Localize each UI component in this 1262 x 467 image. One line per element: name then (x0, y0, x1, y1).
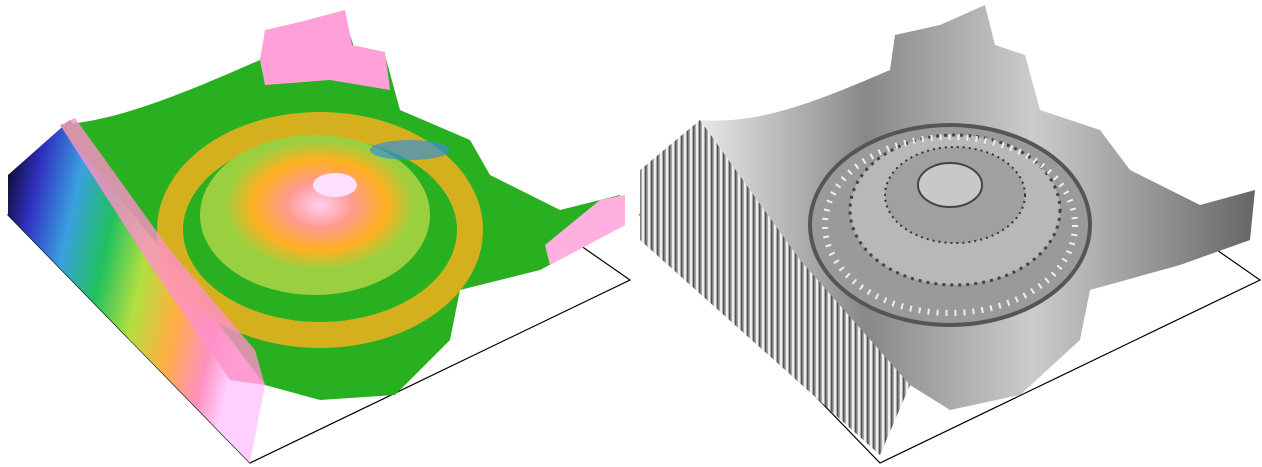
core (917, 162, 983, 208)
rib-ring (822, 134, 1078, 316)
front-wall (640, 120, 910, 455)
left-ridge (60, 118, 265, 385)
blue-patch (370, 140, 450, 160)
peak-highlight (313, 173, 357, 197)
ridge (260, 10, 390, 90)
outer-ring (157, 112, 483, 348)
gray-surface (638, 5, 1262, 464)
center-dome (225, 140, 415, 270)
right-ridge (545, 195, 625, 265)
color-surface (6, 10, 632, 464)
front-wall (8, 120, 265, 463)
